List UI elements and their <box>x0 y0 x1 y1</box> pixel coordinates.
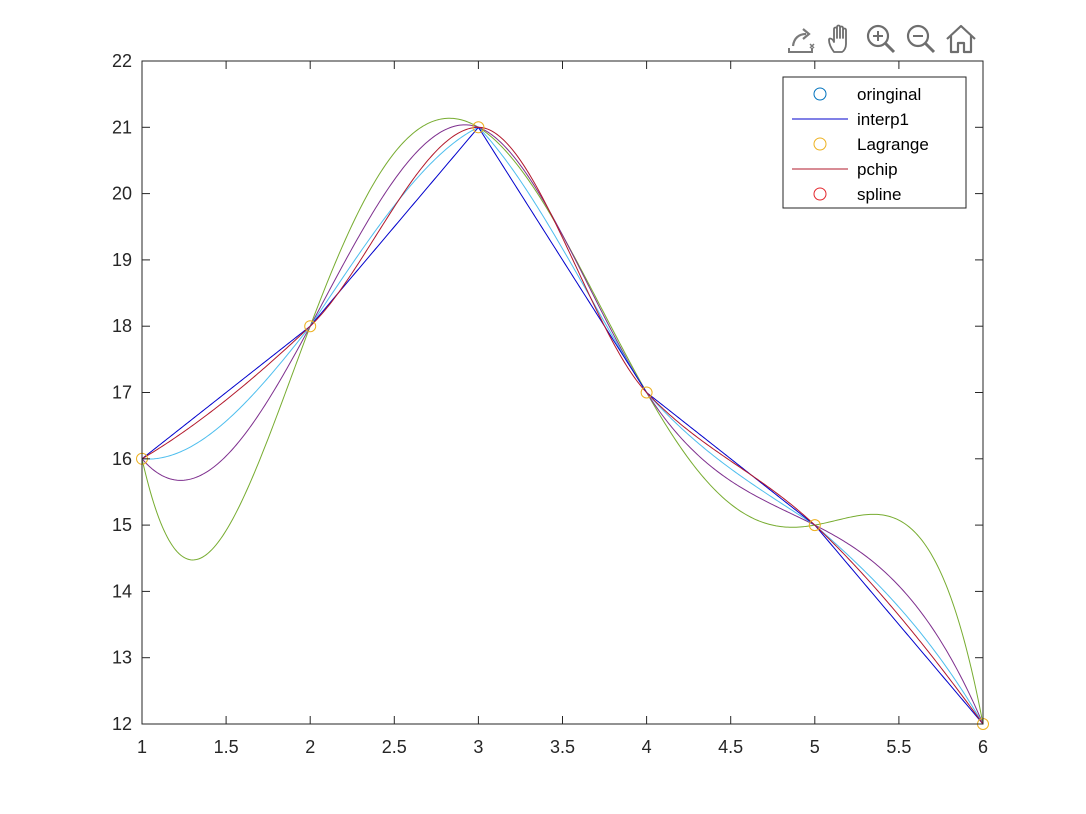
y-tick-label: 17 <box>112 383 132 403</box>
data-point-marker <box>304 320 317 333</box>
spline-curve <box>141 124 984 725</box>
zoom-out-icon <box>906 24 936 54</box>
x-tick-label: 6 <box>978 737 988 757</box>
y-tick-label: 21 <box>112 117 132 137</box>
legend-box <box>782 76 967 209</box>
home-icon <box>946 24 976 54</box>
interpolated-curve <box>141 126 984 725</box>
legend-label: oringinal <box>857 85 921 104</box>
x-tick-label: 4.5 <box>718 737 743 757</box>
legend-marker-icon <box>813 187 827 201</box>
y-tick-label: 20 <box>112 184 132 204</box>
tick-layer <box>141 60 984 725</box>
x-tick-label: 3.5 <box>550 737 575 757</box>
export-button[interactable] <box>782 20 820 58</box>
home-button[interactable] <box>942 20 980 58</box>
data-point-marker <box>472 121 485 134</box>
y-tick-label: 14 <box>112 581 132 601</box>
legend-entry[interactable]: interp1 <box>792 110 909 129</box>
marker-layer <box>136 121 989 730</box>
zoom-out-button[interactable] <box>902 20 940 58</box>
x-tick-label: 4 <box>642 737 652 757</box>
x-tick-label: 2.5 <box>382 737 407 757</box>
pchip-curve <box>141 126 984 725</box>
zoom-in-button[interactable] <box>862 20 900 58</box>
legend-marker-icon <box>813 87 827 101</box>
data-point-marker <box>640 386 653 399</box>
x-tick-labels: 1 1.5 2 2.5 3 3.5 4 4.5 5 5.5 6 <box>137 737 988 757</box>
x-tick-label: 5 <box>810 737 820 757</box>
lagrange-curve <box>141 117 984 725</box>
legend-marker-icon <box>813 137 827 151</box>
x-tick-label: 1 <box>137 737 147 757</box>
x-tick-label: 1.5 <box>214 737 239 757</box>
y-tick-label: 18 <box>112 316 132 336</box>
y-tick-label: 16 <box>112 449 132 469</box>
y-tick-labels: 12 13 14 15 16 17 18 19 20 21 22 <box>112 51 132 734</box>
linear-curve <box>141 126 984 725</box>
data-point-marker <box>808 519 821 532</box>
y-tick-label: 19 <box>112 250 132 270</box>
legend-label: interp1 <box>857 110 909 129</box>
axes-toolbar <box>782 20 980 58</box>
x-tick-label: 2 <box>305 737 315 757</box>
legend-label: spline <box>857 185 901 204</box>
legend-entry[interactable]: pchip <box>792 160 898 179</box>
legend-entry[interactable]: spline <box>813 185 901 204</box>
pan-button[interactable] <box>822 20 860 58</box>
y-tick-label: 13 <box>112 648 132 668</box>
y-tick-label: 22 <box>112 51 132 71</box>
pan-hand-icon <box>828 24 847 53</box>
x-tick-label: 5.5 <box>886 737 911 757</box>
y-tick-label: 12 <box>112 714 132 734</box>
curve-layer <box>141 117 984 725</box>
legend[interactable]: oringinal interp1 Lagrange pchip spline <box>782 76 967 209</box>
legend-entry[interactable]: oringinal <box>813 85 921 104</box>
legend-entry[interactable]: Lagrange <box>813 135 929 154</box>
zoom-in-icon <box>866 24 896 54</box>
y-tick-label: 15 <box>112 515 132 535</box>
export-icon <box>788 28 815 53</box>
x-tick-label: 3 <box>473 737 483 757</box>
legend-label: pchip <box>857 160 898 179</box>
legend-label: Lagrange <box>857 135 929 154</box>
